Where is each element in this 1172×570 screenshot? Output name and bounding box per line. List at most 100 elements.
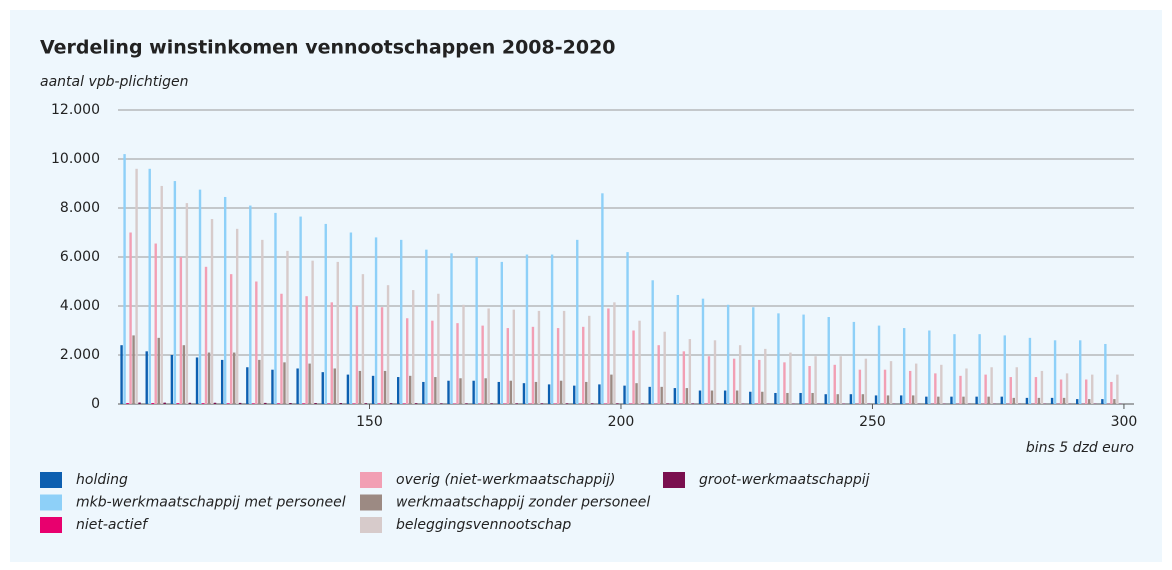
x-tick-label: 150 (356, 414, 383, 430)
legend-swatch (40, 517, 62, 533)
bar (383, 370, 387, 404)
y-tick-label: 4.000 (60, 298, 100, 314)
bar (481, 325, 484, 404)
bar (735, 390, 739, 404)
bar (154, 243, 157, 404)
bar (377, 403, 381, 404)
bar (534, 381, 538, 404)
bar (953, 334, 956, 404)
bar (1034, 377, 1038, 404)
x-tick-label: 200 (608, 414, 635, 430)
legend-swatch (40, 494, 62, 511)
bar (673, 388, 677, 404)
bar (1085, 379, 1088, 404)
bar (925, 396, 928, 404)
bar (462, 304, 465, 404)
bar (1053, 340, 1057, 404)
bar (940, 364, 943, 404)
bar (314, 403, 317, 404)
bar (1000, 396, 1003, 404)
bar (852, 321, 856, 404)
bar (886, 395, 890, 404)
bar (213, 402, 217, 404)
bar (261, 239, 264, 404)
bar (506, 328, 510, 404)
bar (959, 375, 962, 404)
bar (752, 307, 755, 404)
y-axis-label: aantal vpb-plichtigen (40, 74, 189, 90)
y-tick-label: 2.000 (60, 347, 100, 363)
bar (305, 296, 308, 404)
bar (858, 369, 862, 404)
bar (299, 216, 302, 404)
legend-label: groot-werkmaatschappij (699, 472, 870, 488)
y-tick-label: 12.000 (51, 102, 100, 118)
bar (799, 392, 802, 404)
bar (238, 402, 242, 404)
bar (911, 395, 915, 404)
bar (666, 403, 669, 404)
bar (660, 386, 663, 404)
bar (811, 392, 814, 404)
bar (1028, 337, 1032, 404)
bar (632, 330, 635, 404)
bar (874, 395, 878, 404)
bar (774, 392, 777, 404)
bar (123, 154, 126, 404)
bar (738, 345, 742, 404)
bar (962, 396, 965, 404)
bar (623, 385, 626, 404)
bar (814, 356, 817, 404)
bar (364, 403, 368, 404)
bar (311, 260, 314, 404)
bar (361, 274, 365, 404)
bar (525, 254, 529, 404)
bar (179, 257, 183, 404)
background (10, 10, 1162, 562)
bar (333, 368, 336, 404)
bar (490, 403, 493, 404)
bar (135, 168, 138, 404)
bar (232, 352, 236, 404)
bar (789, 352, 792, 404)
bar (786, 392, 789, 404)
bar (965, 368, 968, 404)
bar (330, 302, 333, 404)
bar (758, 359, 761, 404)
x-axis-label: bins 5 dzd euro (1026, 440, 1134, 456)
bar (833, 364, 836, 404)
chart-title: Verdeling winstinkomen vennootschappen 2… (40, 37, 616, 59)
bar (663, 331, 666, 404)
bar (132, 335, 135, 404)
bar (195, 357, 199, 404)
bar (657, 345, 660, 404)
bar (386, 285, 390, 404)
bar (582, 326, 585, 404)
bar (509, 380, 513, 404)
bar (226, 403, 230, 404)
bar (352, 403, 356, 404)
bar (626, 252, 629, 404)
bar (802, 314, 805, 404)
bar (223, 196, 227, 404)
bar (207, 352, 211, 404)
bar (173, 181, 177, 404)
bar (808, 366, 811, 404)
bar (685, 388, 689, 404)
bar (641, 403, 644, 404)
bar (120, 345, 123, 404)
bar (565, 403, 569, 404)
legend-swatch (663, 472, 685, 488)
bar (613, 302, 616, 404)
bar (537, 310, 541, 404)
bar (877, 325, 881, 404)
bar (129, 232, 132, 404)
bar (861, 394, 865, 404)
bar (355, 306, 359, 404)
bar (1104, 343, 1107, 404)
bar (761, 391, 764, 404)
bar (235, 228, 239, 404)
bar (556, 328, 560, 404)
bar (1088, 399, 1091, 404)
bar (987, 396, 990, 404)
